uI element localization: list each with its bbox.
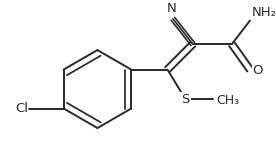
Text: CH₃: CH₃ xyxy=(216,94,240,107)
Text: N: N xyxy=(167,2,177,15)
Text: O: O xyxy=(253,64,263,77)
Text: NH₂: NH₂ xyxy=(252,6,276,19)
Text: Cl: Cl xyxy=(15,102,28,115)
Text: S: S xyxy=(181,93,190,106)
